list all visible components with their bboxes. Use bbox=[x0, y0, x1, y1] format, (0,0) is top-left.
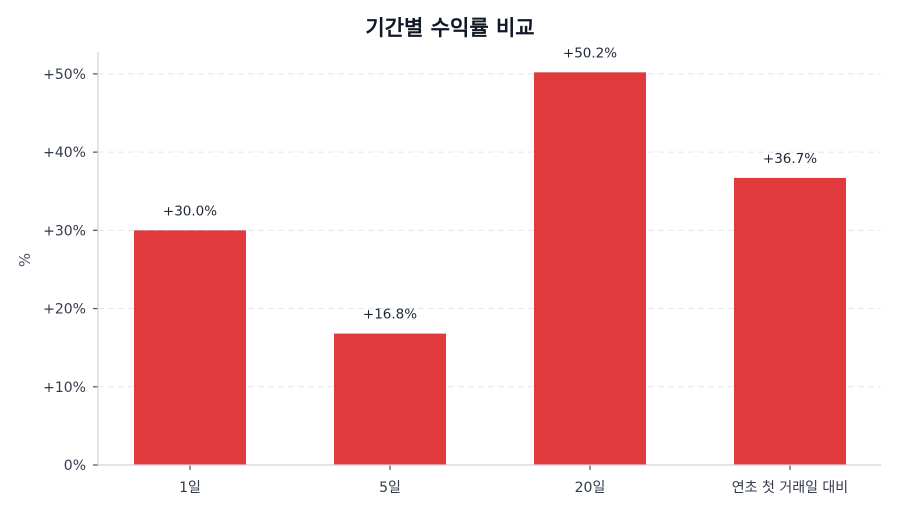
x-tick-label: 5일 bbox=[379, 480, 401, 496]
bar bbox=[334, 333, 446, 465]
bar bbox=[134, 230, 246, 465]
y-tick-label: +40% bbox=[43, 145, 86, 161]
bar bbox=[734, 177, 846, 465]
bar-value-label: +30.0% bbox=[163, 203, 217, 219]
x-tick-label: 20일 bbox=[575, 480, 606, 496]
y-tick-label: +10% bbox=[43, 380, 86, 396]
bar-value-label: +50.2% bbox=[563, 45, 617, 61]
bar bbox=[534, 72, 646, 465]
bar-value-label: +36.7% bbox=[763, 151, 817, 167]
x-tick-label: 연초 첫 거래일 대비 bbox=[732, 480, 848, 496]
y-tick-label: +20% bbox=[43, 302, 86, 318]
y-tick-label: +30% bbox=[43, 223, 86, 239]
y-tick-label: 0% bbox=[64, 458, 86, 474]
x-tick-label: 1일 bbox=[179, 480, 201, 496]
y-tick-label: +50% bbox=[43, 67, 86, 83]
chart-title: 기간별 수익률 비교 bbox=[365, 16, 535, 40]
bar-value-label: +16.8% bbox=[363, 307, 417, 323]
